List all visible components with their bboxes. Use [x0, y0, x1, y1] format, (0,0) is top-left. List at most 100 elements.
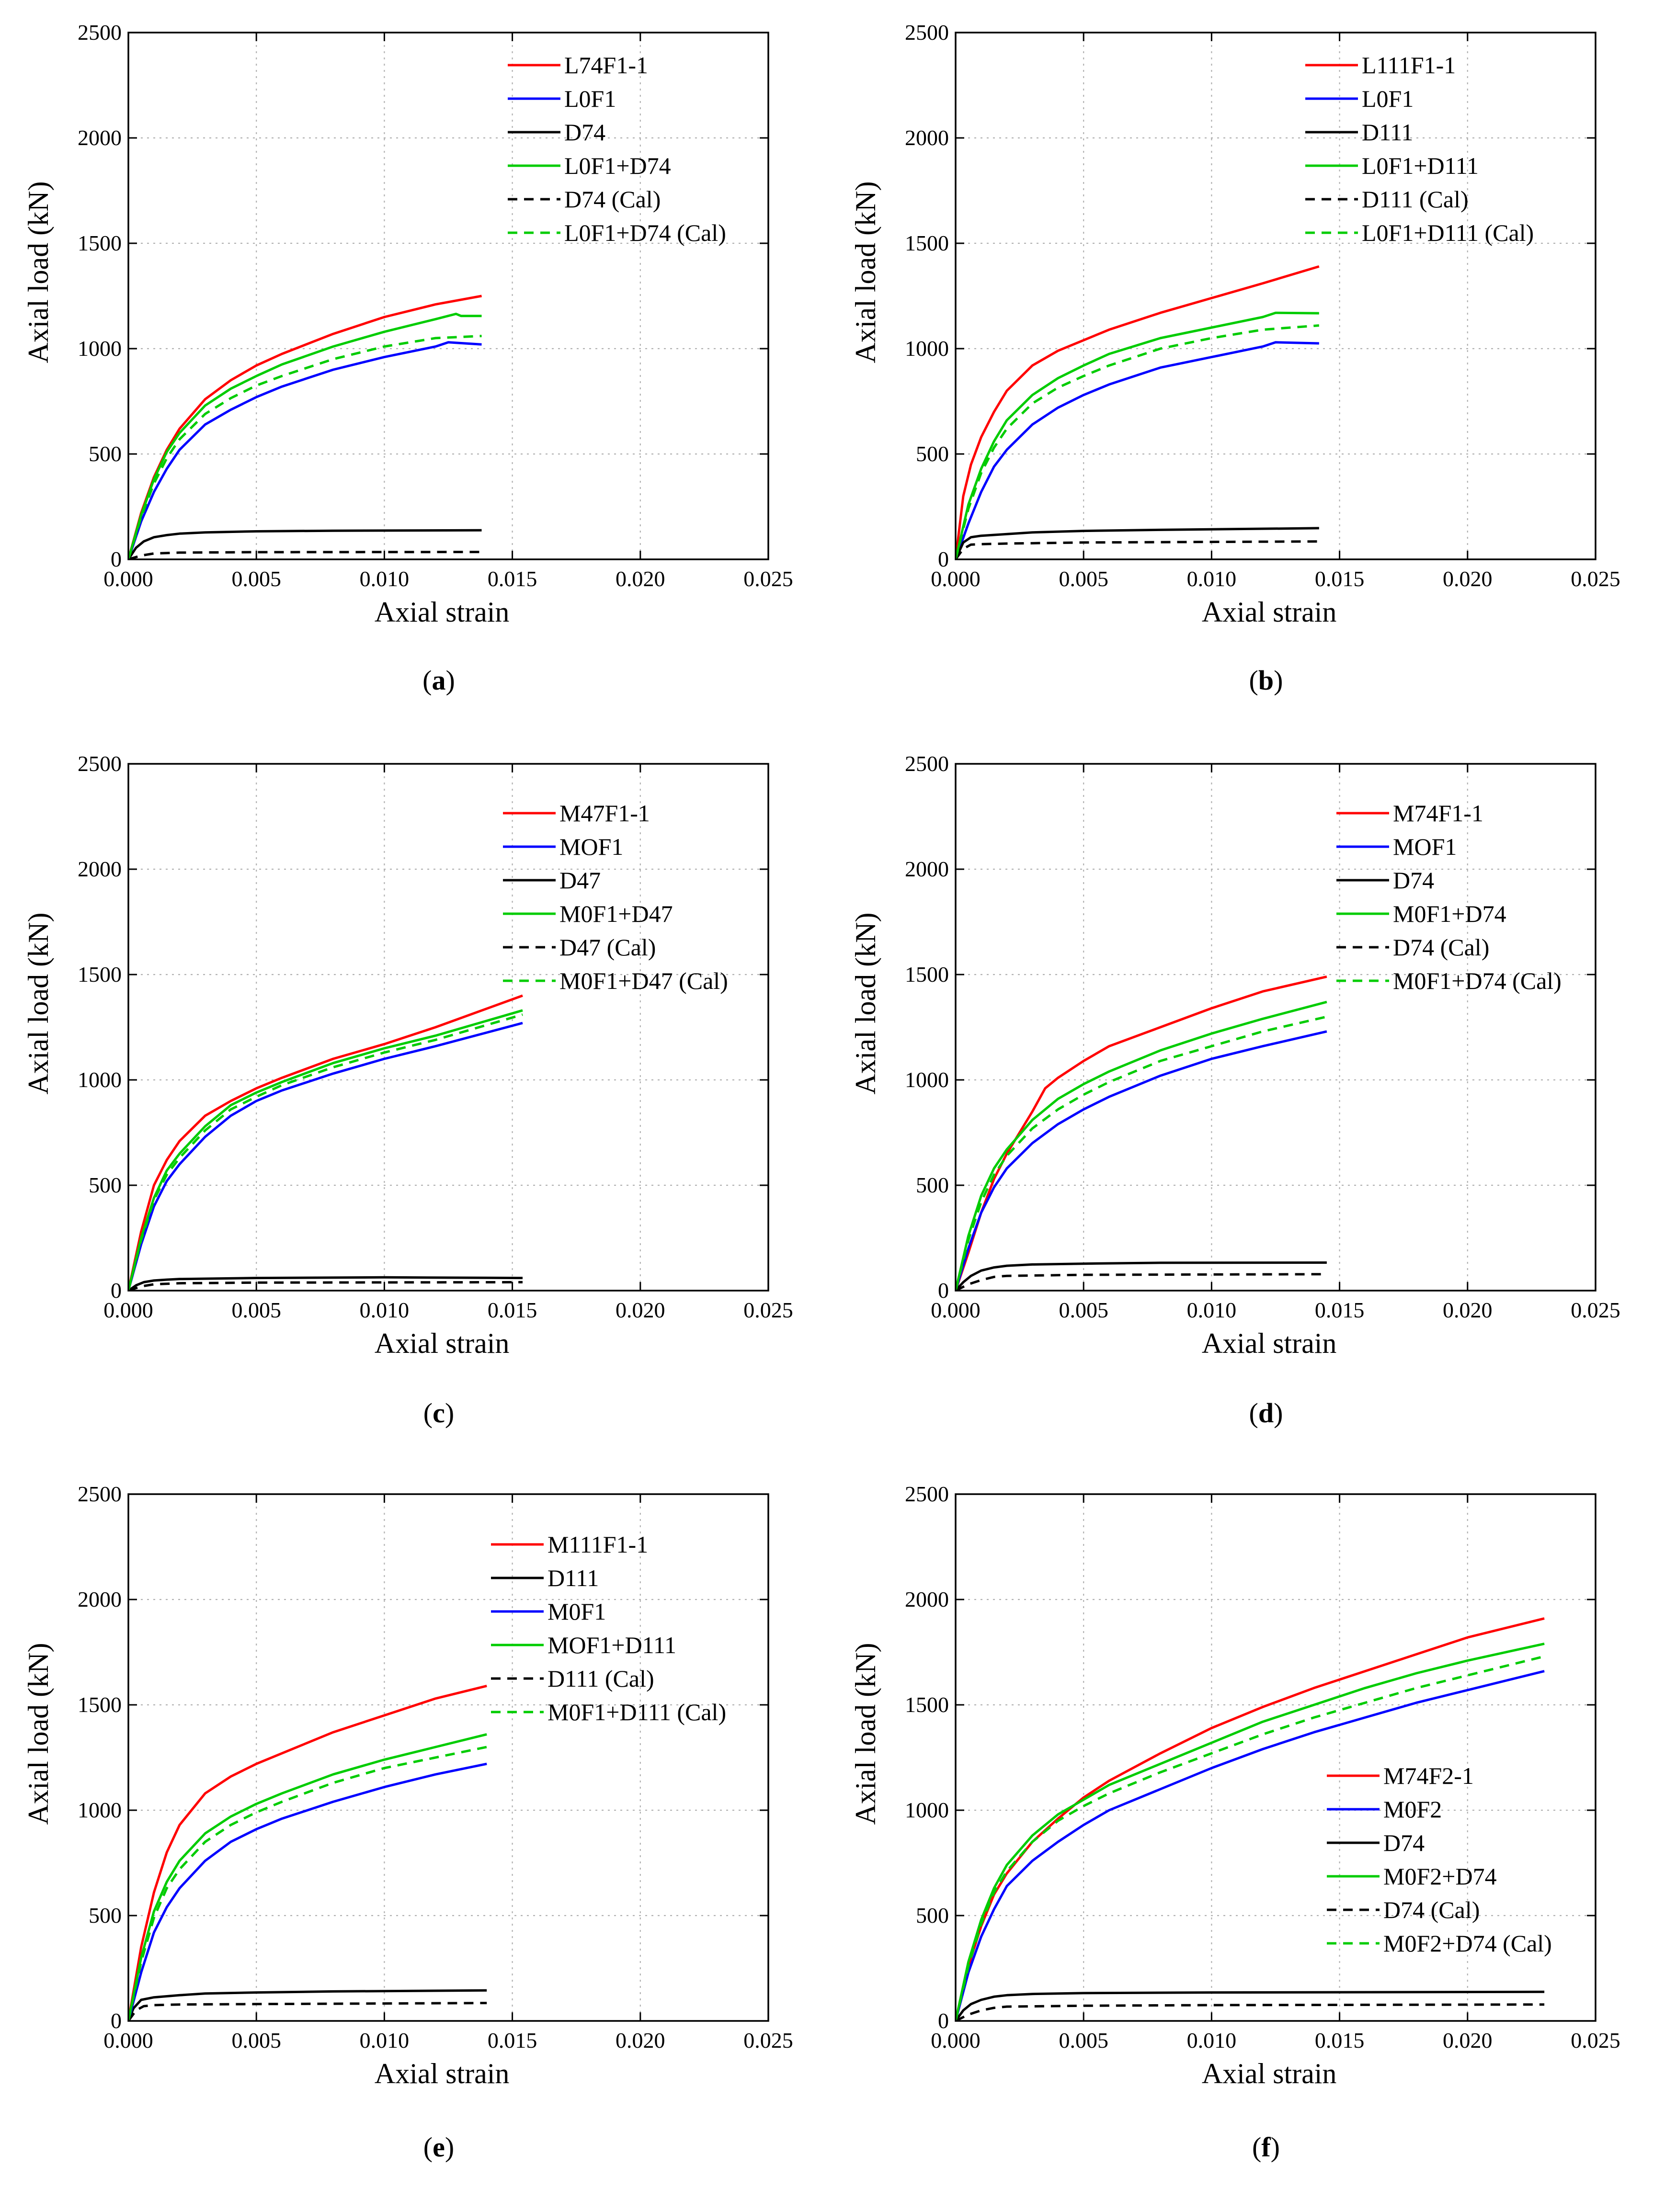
legend-entry: M74F1-1 — [1393, 800, 1483, 827]
x-tick-label: 0.005 — [1059, 567, 1108, 591]
y-tick-label: 1000 — [78, 1798, 122, 1822]
y-tick-label: 500 — [916, 442, 949, 466]
series-line-L0F1+D111 (Cal) — [956, 324, 1319, 559]
series-line-L0F1+D74 (Cal) — [128, 335, 482, 559]
series-line-D47 — [128, 1276, 523, 1291]
legend-entry: L0F1+D111 (Cal) — [1362, 219, 1534, 246]
plot-frame — [127, 1493, 769, 2022]
legend-entry: L0F1+D74 (Cal) — [564, 219, 726, 246]
y-tick-label: 0 — [111, 1278, 122, 1303]
panel-label: (c) — [423, 1397, 454, 1429]
y-tick-label: 2500 — [78, 20, 122, 45]
legend-entry: MOF1 — [1393, 833, 1457, 860]
x-tick-label: 0.020 — [1443, 567, 1493, 591]
y-tick-label: 1500 — [905, 231, 949, 255]
series-line-L0F1+D111 — [956, 311, 1319, 559]
legend-entry: M0F1 — [547, 1598, 606, 1625]
series-line-M0F1+D74 — [956, 1000, 1327, 1291]
y-axis-label: Axial load (kN) — [23, 181, 54, 363]
y-tick-label: 1000 — [905, 336, 949, 361]
legend-entry: L74F1-1 — [564, 52, 648, 79]
legend-entry: D111 (Cal) — [547, 1665, 654, 1692]
y-tick-label: 0 — [111, 547, 122, 571]
series-line-M0F1+D111 (Cal) — [128, 1746, 487, 2021]
legend-entry: M47F1-1 — [559, 800, 650, 827]
series-line-L111F1-1 — [956, 265, 1320, 559]
x-tick-label: 0.000 — [103, 1298, 153, 1322]
y-tick-label: 0 — [111, 2008, 122, 2033]
y-tick-label: 0 — [938, 2008, 949, 2033]
y-tick-label: 1000 — [905, 1067, 949, 1092]
panel-label: (b) — [1249, 665, 1283, 696]
series-line-MOF1 — [956, 1030, 1327, 1291]
series-line-M0F2 — [956, 1670, 1545, 2021]
y-axis-label: Axial load (kN) — [23, 1643, 54, 1825]
legend-entry: M74F2-1 — [1383, 1762, 1474, 1789]
x-tick-label: 0.025 — [743, 2028, 793, 2053]
x-tick-label: 0.010 — [360, 567, 410, 591]
legend-entry: D74 (Cal) — [564, 186, 661, 213]
y-tick-label: 1500 — [78, 962, 122, 987]
y-tick-label: 500 — [89, 1903, 122, 1928]
x-tick-label: 0.020 — [616, 2028, 665, 2053]
x-tick-label: 0.010 — [360, 1298, 410, 1322]
y-tick-label: 2500 — [905, 751, 949, 776]
y-tick-label: 2000 — [905, 1587, 949, 1611]
y-tick-label: 2000 — [78, 857, 122, 881]
series-line-D74 — [128, 529, 482, 559]
legend-entry: M0F1+D47 — [559, 900, 673, 927]
chart-panel-d: 0.000 0.005 0.010 0.015 0.020 0.025 0 500 1000 15… — [850, 751, 1620, 1429]
y-tick-label: 2000 — [78, 1587, 122, 1611]
x-tick-label: 0.020 — [1443, 2028, 1493, 2053]
x-tick-label: 0.000 — [931, 1298, 981, 1322]
x-tick-label: 0.015 — [1315, 567, 1365, 591]
x-axis-label: Axial strain — [1202, 596, 1337, 628]
y-tick-label: 2500 — [905, 20, 949, 45]
legend-entry: M0F1+D74 — [1393, 900, 1506, 927]
x-tick-label: 0.020 — [616, 567, 665, 591]
legend-entry: D111 — [547, 1565, 599, 1591]
x-tick-label: 0.025 — [743, 567, 793, 591]
plot-frame — [955, 1493, 1597, 2022]
x-tick-label: 0.025 — [1571, 567, 1620, 591]
series-line-D74 (Cal) — [956, 2003, 1545, 2021]
y-axis-label: Axial load (kN) — [850, 913, 881, 1095]
chart-panel-f: 0.000 0.005 0.010 0.015 0.020 0.025 0 500 1000 15… — [850, 1482, 1620, 2163]
x-tick-label: 0.000 — [931, 567, 981, 591]
series-line-D111 (Cal) — [956, 540, 1319, 559]
legend-entry: MOF1 — [559, 833, 623, 860]
x-tick-label: 0.015 — [1315, 2028, 1365, 2053]
series-line-M47F1-1 — [128, 994, 523, 1291]
x-tick-label: 0.005 — [231, 2028, 281, 2053]
x-axis-label: Axial strain — [1202, 2058, 1337, 2089]
plot-frame — [955, 32, 1597, 560]
legend-entry: D74 (Cal) — [1383, 1896, 1480, 1923]
x-axis-label: Axial strain — [375, 2058, 510, 2089]
series-line-M0F2+D74 — [956, 1642, 1545, 2021]
y-tick-label: 1500 — [78, 231, 122, 255]
series-line-MOF1+D111 — [128, 1733, 487, 2021]
x-axis-label: Axial strain — [1202, 1327, 1337, 1359]
series-line-MOF1 — [128, 1021, 523, 1291]
x-tick-label: 0.020 — [616, 1298, 665, 1322]
series-line-M111F1-1 — [128, 1684, 487, 2021]
legend-entry: D74 (Cal) — [1393, 934, 1489, 961]
x-tick-label: 0.010 — [1187, 2028, 1237, 2053]
legend-entry: L0F1+D111 — [1362, 152, 1479, 179]
legend-entry: MOF1+D111 — [547, 1632, 676, 1658]
series-line-M0F1+D47 — [128, 1009, 523, 1291]
y-tick-label: 0 — [938, 547, 949, 571]
x-tick-label: 0.020 — [1443, 1298, 1493, 1322]
legend-entry: D74 — [1393, 867, 1434, 894]
legend-entry: D74 — [1383, 1829, 1425, 1856]
series-line-D111 (Cal) — [128, 2002, 487, 2021]
y-tick-label: 1000 — [78, 1067, 122, 1092]
x-axis-label: Axial strain — [375, 1327, 510, 1359]
series-line-L0F1+D74 — [128, 312, 482, 559]
panel-label: (d) — [1249, 1397, 1283, 1429]
series-line-D74 — [956, 1990, 1545, 2021]
y-tick-label: 1500 — [905, 962, 949, 987]
y-tick-label: 1000 — [78, 336, 122, 361]
x-tick-label: 0.025 — [1571, 1298, 1620, 1322]
x-tick-label: 0.015 — [488, 2028, 537, 2053]
